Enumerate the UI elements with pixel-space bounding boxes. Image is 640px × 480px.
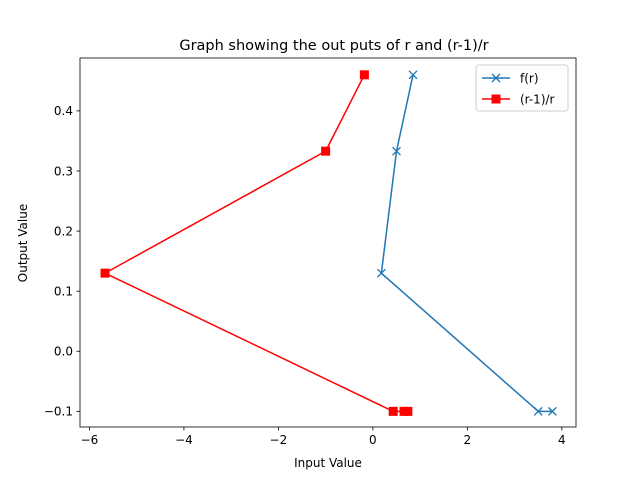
x-tick-label-5: 4 [558, 433, 566, 447]
data-point-fr-0 [547, 406, 557, 416]
axes-frame [79, 57, 577, 428]
legend-label-fr: f(r) [520, 71, 539, 85]
series-line-fr [380, 74, 553, 413]
data-point-fr-2-stroke-b [376, 268, 386, 278]
series-line-r-minus-1-over-r [104, 74, 408, 413]
data-point-fr-2 [376, 268, 386, 278]
x-axis-label: Input Value [294, 456, 362, 470]
data-point-r-minus-1-over-r-4 [321, 146, 331, 156]
y-tick-label-5: 0.4 [54, 104, 73, 118]
y-tick-label-1: 0.0 [54, 345, 73, 359]
plot-area [100, 70, 557, 416]
y-tick-label-4: 0.3 [54, 164, 73, 178]
y-tick-label-2: 0.1 [54, 284, 73, 298]
y-tick-label-3: 0.2 [54, 224, 73, 238]
data-point-fr-1-stroke-b [533, 406, 543, 416]
chart-title: Graph showing the out puts of r and (r-1… [179, 38, 488, 54]
x-tick-label-1: −4 [175, 433, 193, 447]
x-tick-label-4: 2 [464, 433, 472, 447]
legend-label-r-minus-1-over-r: (r-1)/r [520, 92, 555, 106]
data-point-fr-0-stroke-b [547, 406, 557, 416]
data-point-r-minus-1-over-r-5 [359, 70, 369, 80]
data-point-r-minus-1-over-r-1 [399, 406, 409, 416]
data-point-fr-4-stroke-b [408, 70, 418, 80]
axes: −6 −4 −2 0 2 4 −0.1 0.0 0.1 0.2 0.3 0.4 [44, 57, 577, 447]
legend-marker-fr-stroke-b [491, 73, 501, 83]
x-tick-label-0: −6 [81, 433, 99, 447]
data-point-fr-3-stroke-b [392, 146, 401, 156]
legend-marker-r-minus-1-over-r [491, 94, 501, 104]
x-tick-label-3: 0 [369, 433, 377, 447]
data-point-fr-4 [408, 70, 418, 80]
data-point-r-minus-1-over-r-3 [100, 268, 110, 278]
legend: f(r) (r-1)/r [475, 64, 569, 112]
data-point-r-minus-1-over-r-2 [388, 406, 398, 416]
legend-marker-fr [491, 73, 501, 83]
y-tick-label-0: −0.1 [44, 405, 73, 419]
x-tick-label-2: −2 [270, 433, 288, 447]
y-axis-label: Output Value [16, 204, 30, 282]
data-point-fr-1 [533, 406, 543, 416]
data-point-fr-3 [392, 146, 401, 156]
